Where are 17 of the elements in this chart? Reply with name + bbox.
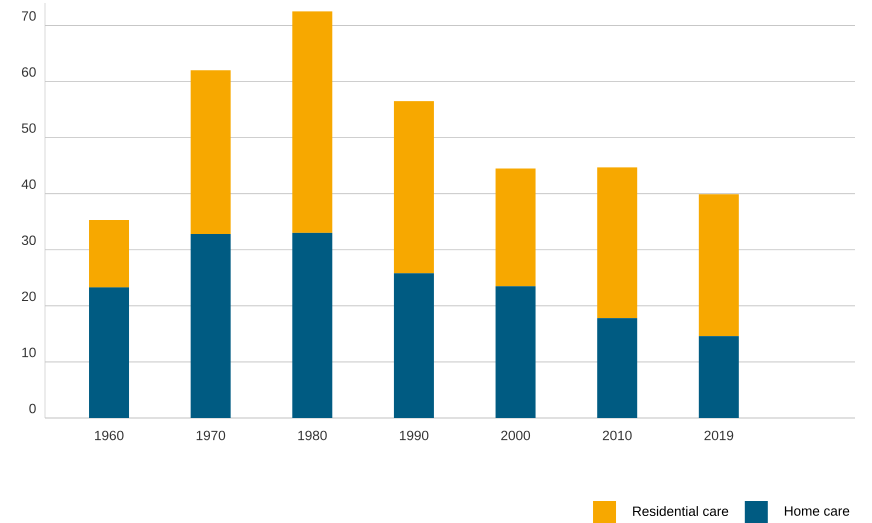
y-tick-label: 50 — [22, 123, 36, 133]
y-tick-label: 0 — [29, 404, 36, 414]
y-tick-label: 70 — [22, 11, 36, 21]
x-tick-label: 1980 — [298, 430, 327, 440]
x-tick-label: 2019 — [704, 430, 734, 440]
x-tick-label: 1970 — [196, 430, 226, 440]
x-tick-label: 2000 — [501, 430, 530, 440]
y-tick-label: 20 — [22, 292, 36, 302]
legend-label: Home care — [784, 506, 850, 516]
y-tick-label: 60 — [22, 67, 36, 77]
y-tick-label: 40 — [22, 179, 36, 189]
x-tick-label: 1990 — [400, 430, 428, 440]
x-tick-label: 2010 — [602, 430, 632, 440]
y-tick-label: 10 — [22, 348, 36, 358]
y-tick-label: 30 — [22, 236, 36, 246]
legend-label: Residential care — [633, 506, 728, 516]
x-tick-label: 1960 — [95, 430, 124, 440]
